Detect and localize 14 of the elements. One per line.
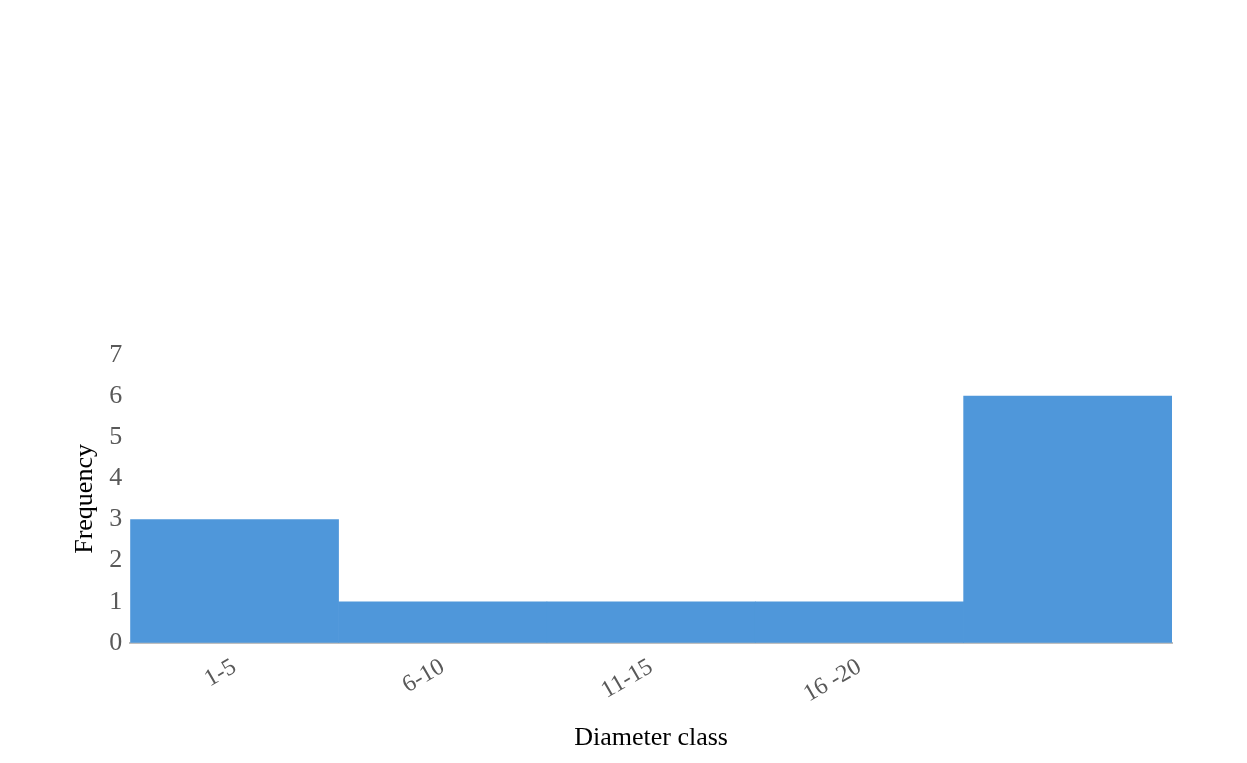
x-tick-label: 11-15 <box>596 652 657 703</box>
y-axis-title: Frequency <box>69 444 99 554</box>
x-axis-title: Diameter class <box>574 722 728 752</box>
y-tick-label: 3 <box>109 503 123 533</box>
y-tick-label: 1 <box>109 585 123 615</box>
x-tick-label: 1-5 <box>199 652 241 692</box>
x-tick-label: 6-10 <box>397 652 449 698</box>
y-tick-label: 7 <box>109 338 123 368</box>
y-tick-label: 0 <box>109 626 123 656</box>
y-tick-label: 5 <box>109 421 123 451</box>
x-tick-label: 16 -20 <box>798 652 866 707</box>
y-tick-label: 4 <box>109 462 123 492</box>
y-tick-label: 2 <box>109 544 123 574</box>
y-tick-label: 6 <box>109 379 123 409</box>
